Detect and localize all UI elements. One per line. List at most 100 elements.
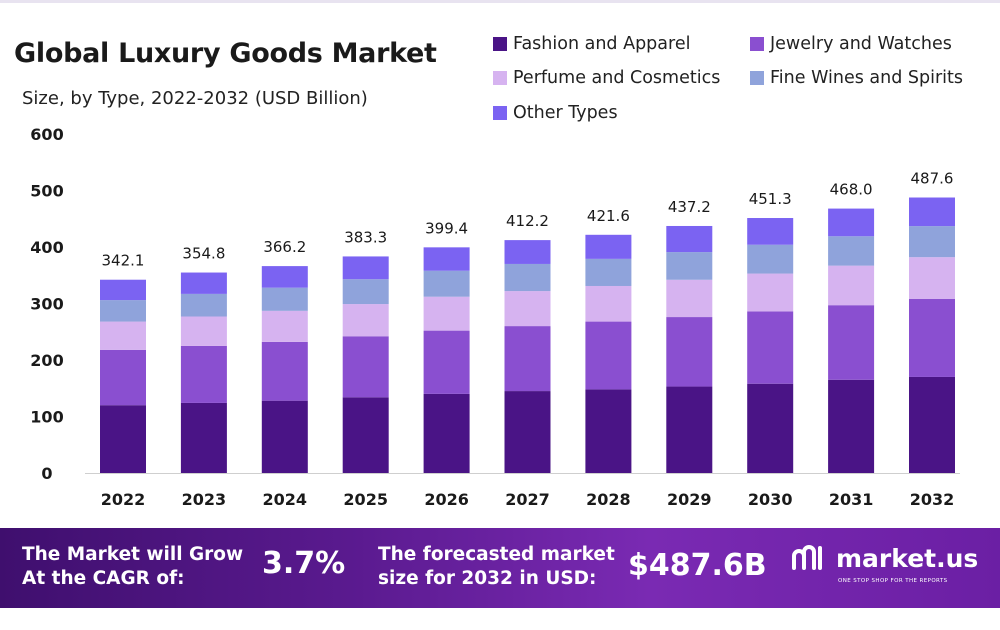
- brand-name: market.us: [836, 543, 979, 573]
- data-label-total: 366.2: [263, 238, 306, 256]
- bar-segment-other-types: [585, 234, 632, 259]
- bar-segment-fine-wines-and-spirits: [666, 252, 713, 280]
- x-tick-label: 2022: [101, 490, 146, 509]
- bar-segment-fashion-and-apparel: [423, 393, 470, 473]
- bar-segment-perfume-and-cosmetics: [909, 257, 955, 299]
- data-label-total: 451.3: [749, 190, 792, 208]
- bar-segment-jewelry-and-watches: [909, 298, 955, 377]
- bar-segment-jewelry-and-watches: [747, 311, 794, 384]
- bar-segment-fine-wines-and-spirits: [100, 300, 146, 322]
- bar-segment-perfume-and-cosmetics: [666, 279, 713, 318]
- bar-segment-jewelry-and-watches: [666, 317, 713, 387]
- bar-segment-fashion-and-apparel: [828, 379, 875, 473]
- x-tick-label: 2023: [182, 490, 227, 509]
- data-label-total: 412.2: [506, 212, 549, 230]
- legend-swatch: [493, 71, 507, 85]
- bar-segment-other-types: [504, 240, 551, 264]
- bar-segment-other-types: [666, 225, 713, 253]
- bar-segment-jewelry-and-watches: [342, 336, 389, 398]
- y-tick-label: 200: [30, 351, 63, 370]
- bar-segment-fashion-and-apparel: [180, 402, 227, 473]
- x-tick-label: 2027: [505, 490, 550, 509]
- bar-segment-perfume-and-cosmetics: [180, 316, 227, 346]
- chart-subtitle: Size, by Type, 2022-2032 (USD Billion): [22, 88, 368, 109]
- data-label-total: 437.2: [668, 198, 711, 216]
- legend-item-fashion: Fashion and Apparel: [493, 34, 690, 54]
- bar-segment-fine-wines-and-spirits: [585, 258, 632, 286]
- bar-segment-other-types: [100, 279, 146, 301]
- x-tick-label: 2024: [263, 490, 308, 509]
- bar-segment-fine-wines-and-spirits: [180, 293, 227, 317]
- bar-segment-fine-wines-and-spirits: [261, 287, 308, 311]
- bar-segment-other-types: [828, 208, 875, 237]
- data-label-total: 354.8: [182, 245, 225, 263]
- bar-segment-fine-wines-and-spirits: [828, 236, 875, 266]
- y-tick-label: 500: [30, 182, 63, 201]
- forecast-label: The forecasted market size for 2032 in U…: [378, 543, 615, 591]
- bar-segment-jewelry-and-watches: [261, 341, 308, 401]
- bar-segment-jewelry-and-watches: [180, 345, 227, 403]
- chart-title: Global Luxury Goods Market: [14, 38, 437, 69]
- y-tick-label: 400: [30, 238, 63, 257]
- bar-segment-other-types: [180, 272, 227, 294]
- cagr-label: The Market will Grow At the CAGR of:: [22, 543, 243, 591]
- bar-segment-fine-wines-and-spirits: [747, 244, 794, 274]
- y-tick-label: 100: [30, 408, 63, 427]
- bar-segment-perfume-and-cosmetics: [585, 285, 632, 322]
- bar-segment-other-types: [423, 247, 470, 271]
- legend-label: Fashion and Apparel: [513, 34, 691, 54]
- x-tick-label: 2032: [910, 490, 955, 509]
- bar-segment-perfume-and-cosmetics: [100, 321, 146, 350]
- bar-segment-fashion-and-apparel: [342, 397, 389, 473]
- legend-label: Perfume and Cosmetics: [513, 68, 721, 88]
- footer-banner: The Market will Grow At the CAGR of: 3.7…: [0, 528, 1000, 608]
- cagr-label-line2: At the CAGR of:: [22, 568, 185, 589]
- data-label-total: 468.0: [830, 181, 873, 199]
- bar-segment-other-types: [747, 218, 794, 245]
- data-label-total: 342.1: [102, 252, 145, 270]
- bar-segment-jewelry-and-watches: [585, 321, 632, 390]
- data-label-total: 487.6: [911, 170, 954, 188]
- y-tick-label: 0: [41, 464, 52, 483]
- data-label-total: 383.3: [344, 228, 387, 246]
- bar-segment-jewelry-and-watches: [504, 326, 551, 392]
- x-tick-label: 2031: [829, 490, 874, 509]
- bar-segment-perfume-and-cosmetics: [423, 296, 470, 331]
- bar-segment-perfume-and-cosmetics: [342, 304, 389, 337]
- bar-segment-fashion-and-apparel: [585, 389, 632, 473]
- cagr-label-line1: The Market will Grow: [22, 544, 244, 565]
- x-tick-label: 2025: [343, 490, 388, 509]
- bar-segment-jewelry-and-watches: [828, 305, 875, 380]
- forecast-label-line1: The forecasted market: [378, 544, 615, 565]
- data-label-total: 399.4: [425, 219, 468, 237]
- data-label-total: 421.6: [587, 207, 630, 225]
- forecast-value: $487.6B: [628, 548, 767, 583]
- brand-tagline: ONE STOP SHOP FOR THE REPORTS: [838, 578, 948, 584]
- bar-segment-fashion-and-apparel: [100, 405, 146, 473]
- bar-segment-perfume-and-cosmetics: [828, 265, 875, 306]
- legend-label: Fine Wines and Spirits: [770, 68, 963, 88]
- y-tick-label: 600: [30, 125, 63, 144]
- market-us-logo-icon: [792, 545, 822, 570]
- bar-segment-other-types: [909, 197, 955, 227]
- stacked-bar-chart: 0 100 200 300 400 500 600 342.1 2022 354.8 2023 366…: [30, 125, 960, 509]
- bar-segment-jewelry-and-watches: [100, 349, 146, 406]
- legend-item-perfume: Perfume and Cosmetics: [493, 68, 720, 88]
- bar-segment-fine-wines-and-spirits: [909, 226, 955, 258]
- legend-label: Jewelry and Watches: [770, 34, 952, 54]
- x-tick-label: 2029: [667, 490, 712, 509]
- legend-item-jewelry: Jewelry and Watches: [750, 34, 952, 54]
- bar-segment-fine-wines-and-spirits: [504, 263, 551, 292]
- bar-segment-jewelry-and-watches: [423, 330, 470, 394]
- legend-item-other: Other Types: [493, 103, 618, 123]
- bar-segment-perfume-and-cosmetics: [747, 273, 794, 312]
- legend-item-wines: Fine Wines and Spirits: [750, 68, 963, 88]
- x-tick-label: 2030: [748, 490, 793, 509]
- bar-segment-other-types: [261, 266, 308, 288]
- y-tick-label: 300: [30, 295, 63, 314]
- bar-segment-fashion-and-apparel: [747, 383, 794, 473]
- top-divider: [0, 0, 1000, 3]
- bar-segment-fashion-and-apparel: [504, 391, 551, 473]
- forecast-label-line2: size for 2032 in USD:: [378, 568, 597, 589]
